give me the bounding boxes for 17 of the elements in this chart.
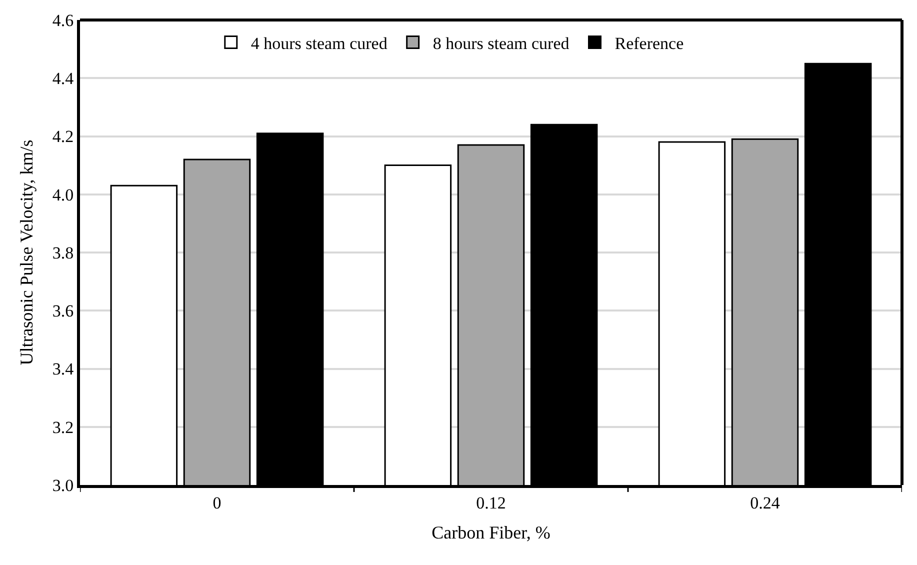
x-tick-label: 0.12 xyxy=(476,493,506,512)
y-tick-label: 3.4 xyxy=(52,360,74,379)
y-tick-label: 4.2 xyxy=(52,127,74,146)
y-tick-label: 3.8 xyxy=(52,243,74,262)
legend-label: 8 hours steam cured xyxy=(432,34,570,53)
y-tick-label: 3.6 xyxy=(52,302,74,321)
x-tick-label: 0.24 xyxy=(750,493,780,512)
y-tick-label: 4.0 xyxy=(52,185,74,204)
x-axis-title: Carbon Fiber, % xyxy=(432,522,550,542)
y-tick-label: 4.6 xyxy=(52,10,74,30)
y-tick-label: 3.2 xyxy=(52,418,74,437)
y-tick-label: 4.4 xyxy=(52,69,74,88)
legend-label: Reference xyxy=(614,34,684,53)
y-tick-label: 3.0 xyxy=(52,476,74,495)
legend-label: 4 hours steam cured xyxy=(250,34,388,53)
y-axis-title: Ultrasonic Pulse Velocity, km/s xyxy=(16,140,37,366)
x-tick-label: 0 xyxy=(212,493,222,512)
